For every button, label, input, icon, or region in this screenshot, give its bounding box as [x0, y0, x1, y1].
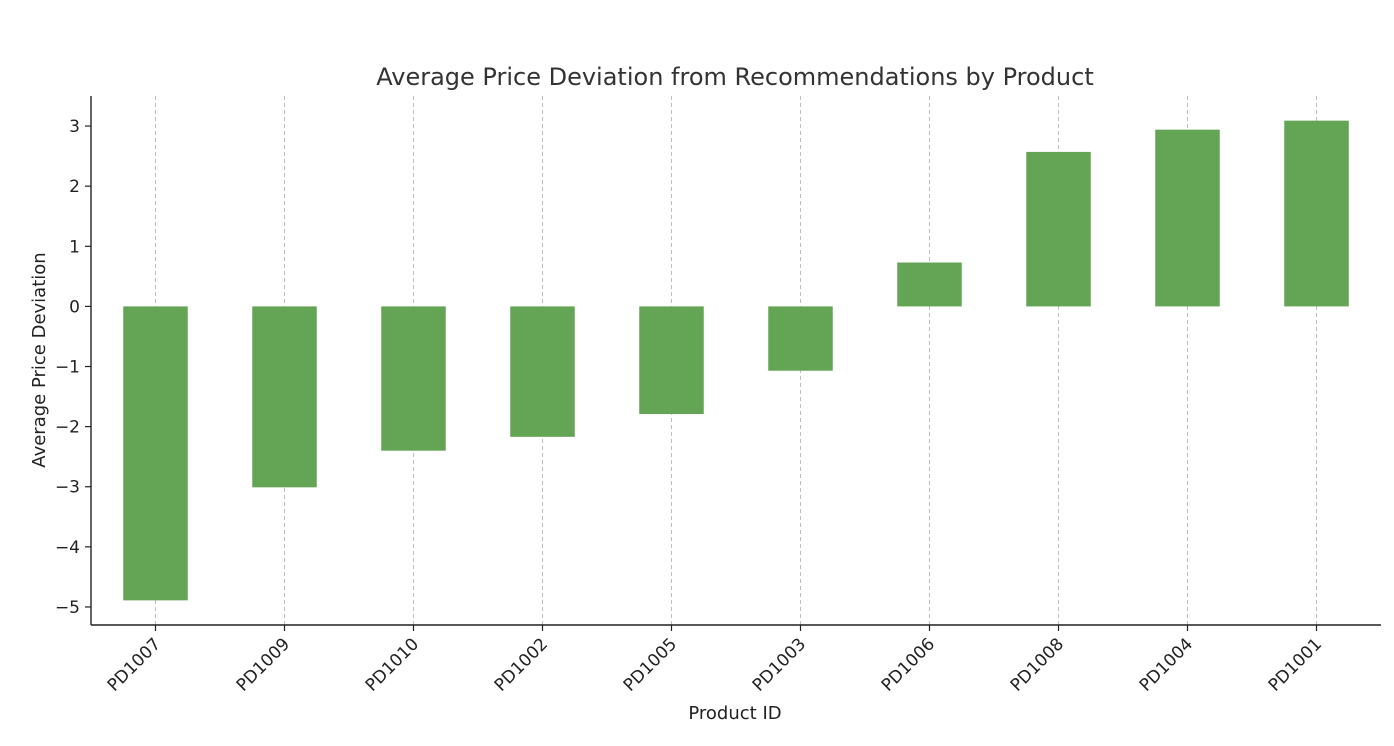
bar-pd1009 [252, 306, 317, 488]
bar-pd1002 [510, 306, 575, 437]
bar-pd1008 [1026, 151, 1091, 307]
x-tick-label-pd1007: PD1007 [104, 634, 165, 695]
bar-pd1005 [639, 306, 704, 415]
y-tick-label: −3 [55, 478, 80, 498]
bar-pd1004 [1155, 129, 1220, 307]
y-tick-label: 2 [69, 177, 80, 197]
y-tick-label: 1 [69, 237, 80, 257]
y-tick-label: −1 [55, 358, 80, 378]
y-tick-label: −2 [55, 418, 80, 438]
bar-pd1001 [1284, 120, 1349, 307]
bar-pd1010 [381, 306, 446, 451]
y-tick-label: −4 [55, 538, 80, 558]
x-tick-label-pd1010: PD1010 [362, 634, 423, 695]
y-tick-label: 3 [69, 117, 80, 137]
x-tick-label-pd1001: PD1001 [1265, 634, 1326, 695]
bar-pd1003 [768, 306, 833, 371]
x-tick-label-pd1003: PD1003 [749, 634, 810, 695]
x-tick-label-pd1004: PD1004 [1136, 634, 1197, 695]
x-tick-label-pd1009: PD1009 [233, 634, 294, 695]
y-axis-label: Average Price Deviation [29, 252, 50, 467]
bars [123, 120, 1349, 601]
x-tick-label-pd1008: PD1008 [1007, 634, 1068, 695]
y-tick-label: −5 [55, 598, 80, 618]
y-tick-label: 0 [69, 297, 80, 317]
bar-pd1006 [897, 262, 962, 307]
x-tick-label-pd1005: PD1005 [620, 634, 681, 695]
x-axis-label: Product ID [688, 703, 781, 724]
chart-title: Average Price Deviation from Recommendat… [376, 63, 1093, 91]
axes [85, 96, 1381, 631]
x-tick-label-pd1006: PD1006 [878, 634, 939, 695]
bar-pd1007 [123, 306, 188, 601]
x-tick-label-pd1002: PD1002 [491, 634, 552, 695]
grid-lines [155, 96, 1317, 625]
